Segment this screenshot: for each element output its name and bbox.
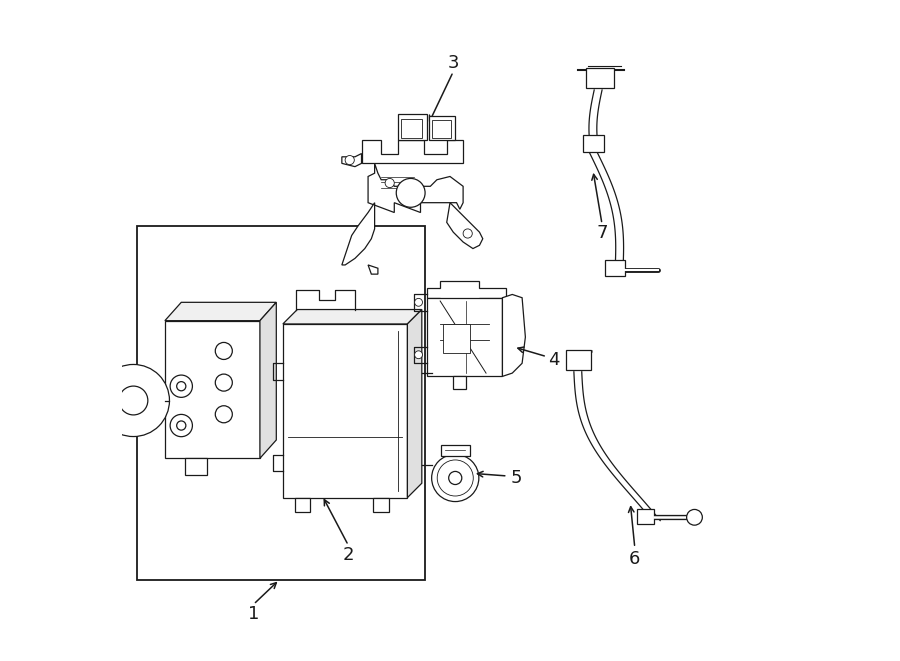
Circle shape — [119, 386, 148, 415]
Polygon shape — [368, 265, 378, 274]
Ellipse shape — [449, 471, 462, 485]
Circle shape — [415, 298, 422, 306]
Circle shape — [385, 178, 394, 188]
Bar — [606, 260, 625, 276]
Circle shape — [215, 374, 232, 391]
Text: 1: 1 — [248, 605, 259, 623]
Circle shape — [687, 510, 702, 525]
Circle shape — [170, 375, 193, 397]
Circle shape — [215, 342, 232, 360]
Polygon shape — [408, 309, 422, 498]
Circle shape — [345, 155, 355, 165]
Text: 6: 6 — [629, 549, 641, 568]
Polygon shape — [368, 163, 464, 213]
Polygon shape — [428, 282, 506, 304]
Bar — [184, 458, 208, 475]
Ellipse shape — [437, 460, 473, 496]
Bar — [398, 114, 428, 140]
Text: 2: 2 — [343, 546, 355, 564]
Bar — [637, 510, 653, 524]
Bar — [432, 120, 451, 138]
Circle shape — [176, 381, 186, 391]
Polygon shape — [342, 153, 362, 167]
Bar — [583, 136, 604, 151]
Ellipse shape — [432, 454, 479, 502]
Text: 7: 7 — [597, 225, 608, 243]
Bar — [400, 119, 422, 138]
Bar — [586, 68, 614, 88]
Polygon shape — [362, 140, 464, 163]
Bar — [165, 321, 260, 458]
Bar — [454, 376, 466, 389]
Bar — [374, 498, 389, 512]
Circle shape — [215, 406, 232, 423]
Bar — [428, 297, 502, 376]
Bar — [444, 324, 470, 354]
Bar — [441, 446, 470, 455]
Text: 3: 3 — [447, 54, 459, 72]
Bar — [566, 350, 591, 369]
Bar — [294, 498, 310, 512]
Polygon shape — [165, 302, 276, 321]
Circle shape — [396, 178, 425, 208]
Polygon shape — [446, 203, 482, 249]
Polygon shape — [342, 203, 374, 265]
Circle shape — [415, 351, 422, 359]
Circle shape — [97, 364, 169, 436]
Text: 5: 5 — [510, 469, 522, 487]
Bar — [283, 324, 408, 498]
Text: 4: 4 — [548, 351, 559, 369]
Polygon shape — [283, 309, 422, 324]
Bar — [137, 225, 425, 580]
Bar — [429, 116, 455, 140]
Circle shape — [464, 229, 472, 238]
Circle shape — [170, 414, 193, 437]
Circle shape — [176, 421, 186, 430]
Polygon shape — [260, 302, 276, 458]
Polygon shape — [502, 294, 526, 376]
